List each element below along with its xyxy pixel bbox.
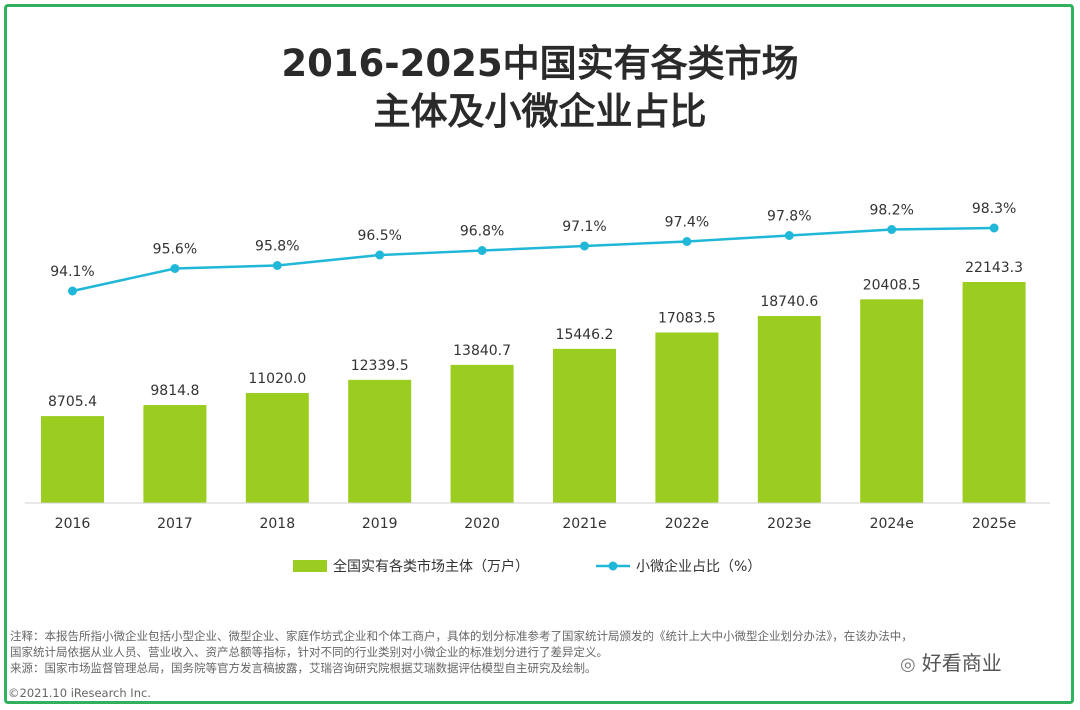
bar-value-label: 20408.5	[863, 277, 921, 293]
bar	[348, 379, 412, 503]
bar-value-label: 18740.6	[760, 294, 818, 310]
line-point	[784, 231, 794, 240]
line-point	[68, 286, 77, 296]
bar-value-label: 8705.4	[48, 394, 97, 410]
line-point	[272, 261, 282, 270]
bar	[655, 332, 719, 503]
watermark-text: 好看商业	[921, 651, 1002, 675]
x-tick-label: 2021e	[562, 516, 606, 532]
legend-line-marker	[608, 561, 618, 571]
chart-svg: 8705.4 2016 9814.8 2017 11020.0 2018 12339.5 20…	[25, 201, 1050, 575]
line-value-label: 95.6%	[153, 242, 197, 258]
chart-title: 2016-2025中国实有各类市场 主体及小微企业占比	[0, 40, 1080, 136]
bar	[245, 393, 309, 503]
line-value-label: 96.8%	[460, 224, 504, 240]
line-value-label: 97.8%	[767, 209, 811, 225]
bar-value-label: 13840.7	[453, 343, 511, 359]
bar-value-label: 17083.5	[658, 310, 716, 326]
line-value-label: 98.2%	[869, 203, 913, 219]
bar	[450, 364, 514, 503]
x-tick-label: 2016	[55, 516, 91, 532]
bar	[860, 299, 924, 503]
line-point	[887, 225, 897, 234]
line-point	[989, 223, 999, 233]
line-value-label: 94.1%	[50, 264, 94, 280]
bar	[41, 416, 104, 503]
line-series	[72, 226, 995, 293]
line-point	[580, 241, 589, 251]
wechat-icon: ◎	[900, 654, 916, 675]
line-point	[682, 237, 692, 246]
note-line-2: 国家统计局依据从业人员、营业收入、资产总额等指标，针对不同的行业类别对小微企业的…	[10, 645, 608, 659]
line-value-label: 97.1%	[562, 219, 606, 235]
note-line-1: 注释：本报告所指小微企业包括小型企业、微型企业、家庭作坊式企业和个体工商户，具体…	[10, 629, 913, 643]
x-tick-label: 2019	[362, 516, 398, 532]
chart-title-line-1: 2016-2025中国实有各类市场	[281, 42, 799, 85]
x-tick-label: 2022e	[665, 516, 709, 532]
legend-bar-label: 全国实有各类市场主体（万户）	[333, 558, 529, 575]
bar-value-label: 12339.5	[351, 358, 409, 374]
x-tick-label: 2020	[464, 516, 500, 532]
bar	[553, 348, 616, 503]
x-tick-label: 2017	[157, 516, 193, 532]
line-value-label: 97.4%	[665, 215, 709, 231]
bar-value-label: 22143.3	[965, 260, 1023, 276]
line-value-label: 95.8%	[255, 239, 299, 255]
x-tick-label: 2024e	[870, 516, 914, 532]
bar-value-label: 15446.2	[556, 327, 614, 343]
bar	[143, 405, 207, 503]
line-point	[170, 264, 180, 273]
chart-title-line-2: 主体及小微企业占比	[373, 90, 707, 133]
legend-bar-swatch	[293, 560, 327, 572]
bar-value-label: 9814.8	[150, 383, 199, 399]
bar	[757, 315, 821, 503]
line-point	[375, 250, 385, 260]
x-tick-label: 2023e	[767, 516, 811, 532]
source-line: 来源：国家市场监督管理总局，国务院等官方发言稿披露，艾瑞咨询研究院根据艾瑞数据评…	[10, 661, 597, 675]
legend-line-label: 小微企业占比（%）	[636, 558, 761, 575]
copyright: ©2021.10 iResearch Inc.	[8, 686, 151, 700]
watermark: ◎ 好看商业	[900, 647, 1002, 676]
line-value-label: 98.3%	[972, 201, 1016, 217]
x-tick-label: 2018	[259, 516, 295, 532]
line-point	[477, 246, 487, 255]
bar-value-label: 11020.0	[248, 371, 306, 387]
bar	[962, 282, 1026, 503]
x-tick-label: 2025e	[972, 516, 1016, 532]
line-value-label: 96.5%	[357, 228, 401, 244]
